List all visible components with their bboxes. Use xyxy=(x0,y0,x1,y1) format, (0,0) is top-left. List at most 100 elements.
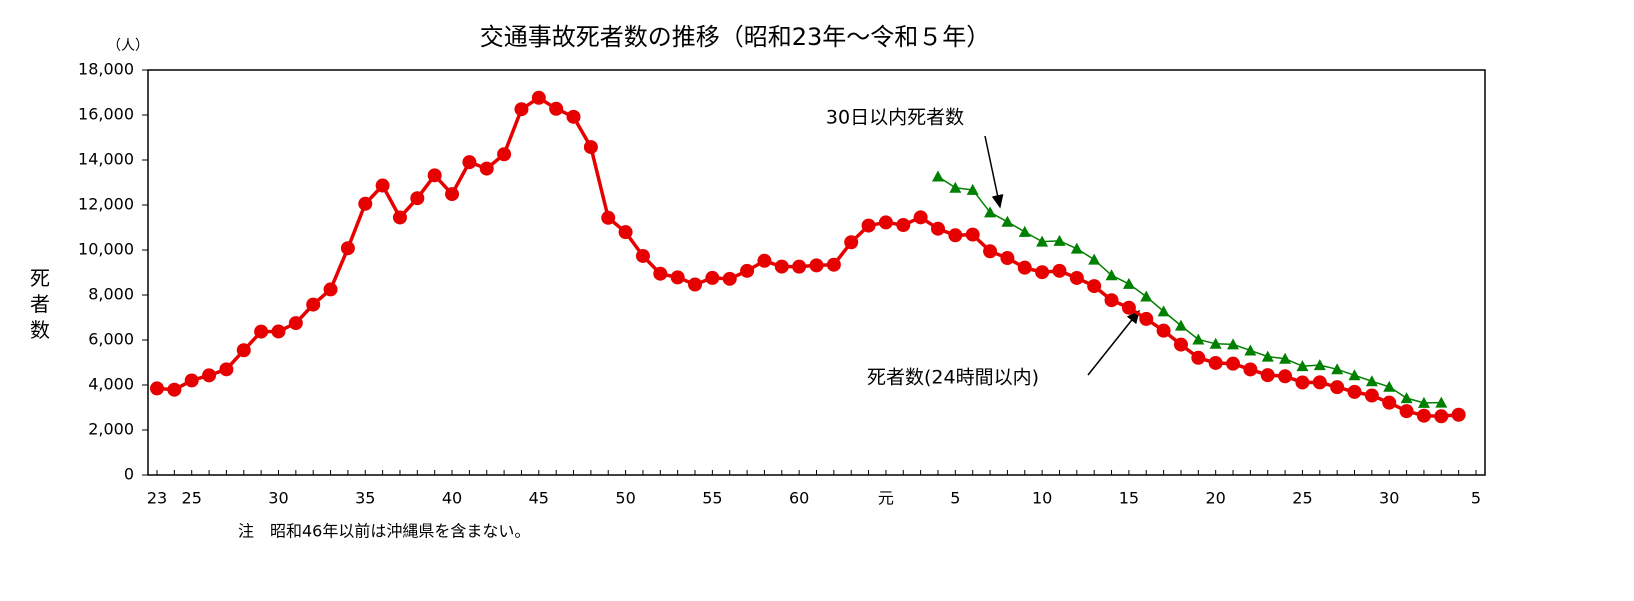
marker xyxy=(1191,350,1206,365)
marker xyxy=(1036,235,1049,247)
marker xyxy=(219,362,234,377)
marker xyxy=(1279,352,1292,364)
marker xyxy=(896,218,911,233)
marker xyxy=(497,147,512,162)
marker xyxy=(184,373,199,388)
marker xyxy=(1331,363,1344,375)
x-tick-label: 60 xyxy=(789,489,809,508)
marker xyxy=(705,270,720,285)
marker xyxy=(740,263,755,278)
x-tick-label: 5 xyxy=(950,489,960,508)
marker xyxy=(1313,359,1326,371)
marker xyxy=(479,161,494,176)
marker xyxy=(1364,388,1379,403)
marker xyxy=(340,241,355,256)
annotation: 死者数(24時間以内) xyxy=(867,367,1039,389)
marker xyxy=(1001,215,1014,227)
marker xyxy=(601,210,616,225)
marker xyxy=(1139,311,1154,326)
y-tick-label: 4,000 xyxy=(88,375,134,394)
x-tick-label: 20 xyxy=(1205,489,1225,508)
marker xyxy=(1174,319,1187,331)
marker xyxy=(566,109,581,124)
marker xyxy=(984,206,997,218)
marker xyxy=(949,181,962,193)
marker xyxy=(1417,396,1430,408)
marker xyxy=(1121,300,1136,315)
x-tick-label: 30 xyxy=(1379,489,1399,508)
x-tick-label: 15 xyxy=(1119,489,1139,508)
marker xyxy=(1018,225,1031,237)
marker xyxy=(583,140,598,155)
marker xyxy=(861,218,876,233)
marker xyxy=(1173,337,1188,352)
marker xyxy=(254,324,269,339)
marker xyxy=(1122,277,1135,289)
marker xyxy=(531,90,546,105)
marker xyxy=(966,183,979,195)
x-tick-label: 25 xyxy=(182,489,202,508)
chart-title: 交通事故死者数の推移（昭和23年～令和５年） xyxy=(480,23,991,51)
marker xyxy=(462,155,477,170)
marker xyxy=(167,382,182,397)
marker xyxy=(1192,333,1205,345)
marker xyxy=(1383,380,1396,392)
marker xyxy=(809,258,824,273)
marker xyxy=(1244,344,1257,356)
marker xyxy=(1104,293,1119,308)
y-tick-label: 18,000 xyxy=(78,60,134,79)
y-tick-label: 2,000 xyxy=(88,420,134,439)
annotation: 30日以内死者数 xyxy=(826,107,964,129)
marker xyxy=(792,259,807,274)
x-tick-label: 25 xyxy=(1292,489,1312,508)
marker xyxy=(1399,404,1414,419)
marker xyxy=(1070,242,1083,254)
y-tick-label: 16,000 xyxy=(78,105,134,124)
marker xyxy=(323,282,338,297)
y-tick-label: 12,000 xyxy=(78,195,134,214)
marker xyxy=(844,235,859,250)
x-tick-label: 40 xyxy=(442,489,462,508)
marker xyxy=(670,270,685,285)
marker xyxy=(618,225,633,240)
marker xyxy=(1330,380,1345,395)
marker xyxy=(1208,355,1223,370)
marker xyxy=(306,297,321,312)
marker xyxy=(1088,253,1101,265)
x-tick-label: 10 xyxy=(1032,489,1052,508)
marker xyxy=(271,324,286,339)
marker xyxy=(1226,356,1241,371)
y-tick-label: 10,000 xyxy=(78,240,134,259)
marker xyxy=(983,244,998,259)
marker xyxy=(1052,263,1067,278)
y-tick-label: 8,000 xyxy=(88,285,134,304)
marker xyxy=(1035,265,1050,280)
marker xyxy=(1260,368,1275,383)
marker xyxy=(826,257,841,272)
marker xyxy=(1243,362,1258,377)
marker xyxy=(445,187,460,202)
marker xyxy=(549,101,564,116)
series-line xyxy=(156,95,1459,419)
y-tick-label: 14,000 xyxy=(78,150,134,169)
marker xyxy=(1451,407,1466,422)
marker xyxy=(1087,279,1102,294)
marker xyxy=(1295,375,1310,390)
marker xyxy=(1017,260,1032,275)
marker xyxy=(1157,305,1170,317)
marker xyxy=(722,271,737,286)
marker xyxy=(1156,323,1171,338)
x-tick-label: 元 xyxy=(878,489,894,508)
marker xyxy=(427,168,442,183)
marker xyxy=(757,253,772,268)
marker xyxy=(653,266,668,281)
marker xyxy=(1278,369,1293,384)
marker xyxy=(1209,337,1222,349)
arrow xyxy=(984,135,1004,209)
marker xyxy=(236,343,251,358)
marker xyxy=(202,368,217,383)
x-tick-label: 23 xyxy=(147,489,167,508)
marker xyxy=(913,210,928,225)
marker xyxy=(1069,270,1084,285)
